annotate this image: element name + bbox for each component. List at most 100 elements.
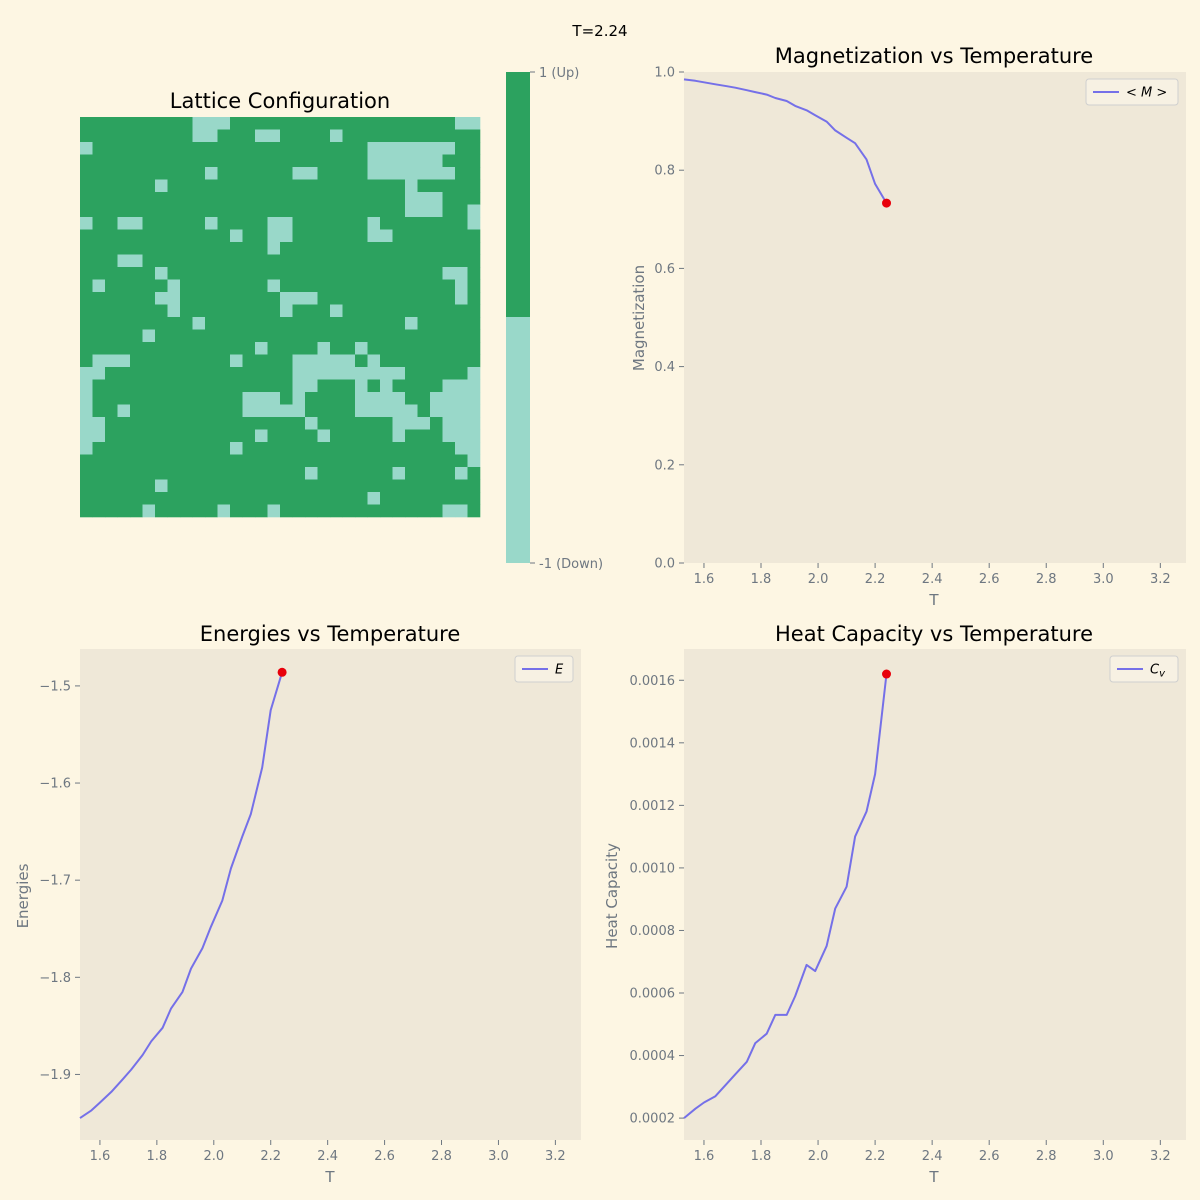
lattice-cell bbox=[192, 179, 206, 193]
lattice-cell bbox=[217, 142, 231, 155]
lattice-cell bbox=[230, 217, 243, 230]
energies-y-tick-label: −1.7 bbox=[39, 874, 71, 889]
lattice-cell bbox=[430, 404, 443, 418]
lattice-cell bbox=[380, 479, 393, 493]
lattice-cell bbox=[217, 492, 231, 505]
lattice-cell bbox=[317, 367, 331, 380]
lattice-cell bbox=[467, 267, 481, 280]
lattice-cell bbox=[105, 317, 118, 330]
lattice-cell bbox=[317, 129, 331, 143]
lattice-cell bbox=[455, 392, 468, 405]
lattice-cell bbox=[255, 217, 268, 230]
lattice-cell bbox=[430, 392, 443, 405]
lattice-cell bbox=[267, 267, 281, 280]
lattice-cell bbox=[380, 117, 393, 130]
lattice-cell bbox=[192, 217, 206, 230]
lattice-cell bbox=[130, 192, 143, 205]
lattice-cell bbox=[205, 129, 218, 143]
lattice-cell bbox=[380, 354, 393, 368]
lattice-cell bbox=[367, 304, 381, 318]
lattice-cell bbox=[380, 204, 393, 218]
lattice-cell bbox=[255, 392, 268, 405]
lattice-cell bbox=[392, 229, 406, 243]
lattice-cell bbox=[405, 404, 418, 418]
lattice-cell bbox=[430, 167, 443, 180]
lattice-cell bbox=[242, 329, 256, 343]
lattice-cell bbox=[392, 279, 406, 293]
lattice-cell bbox=[330, 442, 343, 455]
lattice-cell bbox=[455, 242, 468, 255]
lattice-cell bbox=[205, 142, 218, 155]
lattice-cell bbox=[355, 342, 368, 355]
lattice-cell bbox=[330, 142, 343, 155]
lattice-cell bbox=[230, 167, 243, 180]
lattice-cell bbox=[155, 479, 168, 493]
lattice-cell bbox=[267, 117, 281, 130]
lattice-cell bbox=[92, 204, 106, 218]
lattice-cell bbox=[380, 429, 393, 443]
lattice-cell bbox=[217, 317, 231, 330]
lattice-cell bbox=[367, 117, 381, 130]
lattice-cell bbox=[230, 454, 243, 468]
lattice-cell bbox=[180, 179, 193, 193]
lattice-cell bbox=[92, 229, 106, 243]
lattice-cell bbox=[380, 317, 393, 330]
lattice-cell bbox=[117, 267, 131, 280]
energies-y-tick-label: −1.5 bbox=[39, 679, 71, 694]
lattice-cell bbox=[267, 467, 281, 480]
lattice-cell bbox=[442, 442, 456, 455]
lattice-cell bbox=[142, 492, 156, 505]
lattice-cell bbox=[442, 217, 456, 230]
lattice-cell bbox=[442, 492, 456, 505]
lattice-cell bbox=[330, 329, 343, 343]
lattice-cell bbox=[80, 442, 93, 455]
lattice-cell bbox=[142, 392, 156, 405]
lattice-cell bbox=[205, 442, 218, 455]
lattice-cell bbox=[455, 192, 468, 205]
lattice-cell bbox=[267, 179, 281, 193]
lattice-cell bbox=[130, 492, 143, 505]
heat-capacity-current-point-marker bbox=[882, 669, 892, 679]
lattice-cell bbox=[242, 279, 256, 293]
lattice-cell bbox=[317, 492, 331, 505]
lattice-cell bbox=[80, 267, 93, 280]
lattice-cell bbox=[180, 217, 193, 230]
lattice-cell bbox=[105, 479, 118, 493]
lattice-cell bbox=[367, 167, 381, 180]
lattice-cell bbox=[405, 117, 418, 130]
lattice-cell bbox=[355, 279, 368, 293]
lattice-cell bbox=[317, 217, 331, 230]
lattice-cell bbox=[92, 429, 106, 443]
lattice-cell bbox=[367, 492, 381, 505]
lattice-cell bbox=[217, 404, 231, 418]
lattice-cell bbox=[205, 454, 218, 468]
lattice-cell bbox=[255, 192, 268, 205]
lattice-cell bbox=[155, 129, 168, 143]
lattice-cell bbox=[80, 229, 93, 243]
lattice-cell bbox=[80, 279, 93, 293]
lattice-cell bbox=[367, 292, 381, 305]
lattice-cell bbox=[280, 167, 293, 180]
lattice-cell bbox=[117, 467, 131, 480]
lattice-cell bbox=[430, 204, 443, 218]
lattice-cell bbox=[405, 354, 418, 368]
lattice-cell bbox=[180, 254, 193, 268]
lattice-cell bbox=[342, 229, 356, 243]
lattice-cell bbox=[230, 379, 243, 393]
lattice-cell bbox=[405, 292, 418, 305]
lattice-cell bbox=[292, 304, 306, 318]
lattice-cell bbox=[80, 417, 93, 430]
lattice-cell bbox=[217, 442, 231, 455]
lattice-cell bbox=[155, 404, 168, 418]
lattice-cell bbox=[255, 379, 268, 393]
energies-legend-label: E bbox=[555, 663, 564, 678]
lattice-cell bbox=[92, 267, 106, 280]
lattice-cell bbox=[330, 304, 343, 318]
lattice-cell bbox=[267, 392, 281, 405]
lattice-cell bbox=[130, 267, 143, 280]
lattice-cell bbox=[305, 142, 318, 155]
lattice-cell bbox=[267, 204, 281, 218]
lattice-cell bbox=[442, 329, 456, 343]
lattice-cell bbox=[305, 317, 318, 330]
lattice-cell bbox=[267, 279, 281, 293]
